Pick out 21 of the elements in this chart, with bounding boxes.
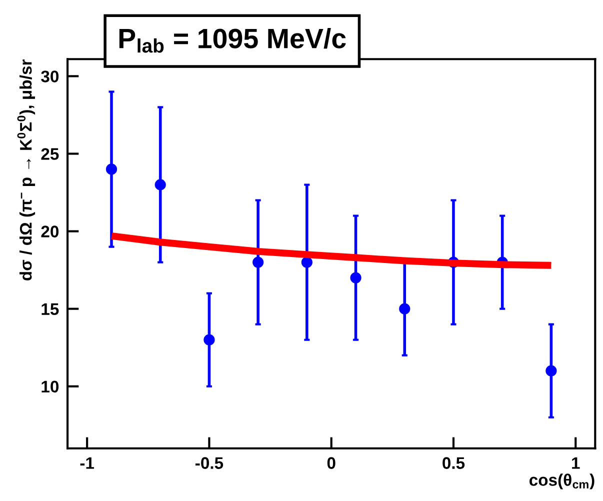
y-tick-label: 10	[42, 380, 59, 393]
y-tick-label: 20	[41, 226, 59, 238]
y-axis-title: dσ / dΩ (π$^{−}$ p → K$^{0}$Σ$^{0}$), μb/sr	[17, 59, 36, 280]
point	[350, 272, 362, 284]
y-tick-label: 30	[41, 70, 59, 82]
point	[154, 179, 166, 190]
point	[546, 365, 557, 376]
point	[399, 303, 410, 314]
x-tick-label: -1	[80, 457, 94, 469]
x-tick-label: 0.5	[442, 457, 465, 469]
point	[204, 334, 215, 346]
x-tick-label: 1	[572, 457, 580, 469]
chart-title: P$_{lab}$ = 1095 MeV/c	[119, 28, 346, 53]
point	[252, 256, 264, 268]
x-tick-label: 0	[327, 457, 336, 469]
x-axis-title: cos(θ$_{cm}$)	[529, 474, 594, 490]
point	[106, 164, 118, 175]
y-tick-label: 15	[42, 303, 59, 316]
x-tick-label: -0.5	[196, 457, 224, 469]
y-tick-label: 25	[41, 148, 59, 160]
point	[301, 256, 312, 268]
